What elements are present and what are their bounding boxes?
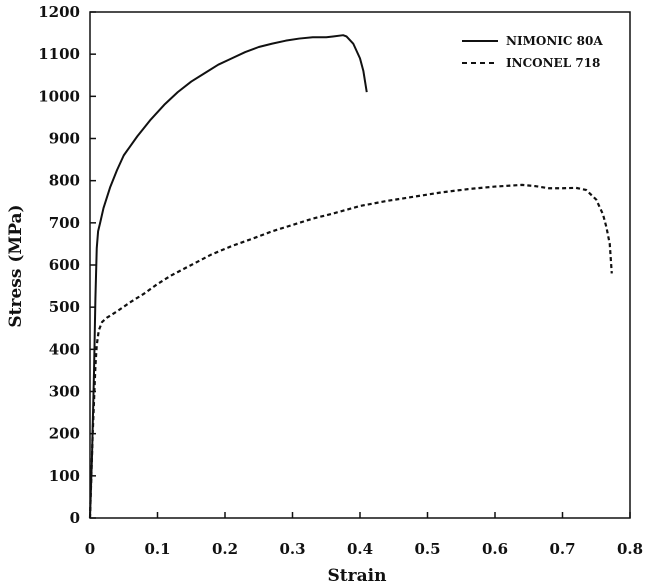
x-tick-label: 0.8 <box>617 540 643 558</box>
x-tick-label: 0.2 <box>212 540 238 558</box>
y-tick-label: 500 <box>49 298 80 316</box>
series-line-nimonic-80a <box>89 34 368 519</box>
y-tick-label: 400 <box>49 340 80 358</box>
x-axis-title: Strain <box>328 566 387 586</box>
x-tick-label: 0.5 <box>414 540 440 558</box>
x-tick-label: 0 <box>85 540 95 558</box>
legend: NIMONIC 80A INCONEL 718 <box>462 34 603 70</box>
x-tick-label: 0.6 <box>482 540 508 558</box>
y-tick-label: 800 <box>49 172 80 190</box>
y-tick-label: 1000 <box>38 87 80 105</box>
series-layer <box>88 34 613 519</box>
plot-frame <box>89 11 631 519</box>
y-tick-label: 1200 <box>38 3 80 21</box>
y-tick-label: 900 <box>49 130 80 148</box>
x-tick-label: 0.1 <box>144 540 170 558</box>
y-tick-label: 0 <box>70 509 80 527</box>
series-line-inconel-718 <box>88 183 613 519</box>
y-tick-label: 700 <box>49 214 80 232</box>
x-tick-label: 0.7 <box>549 540 575 558</box>
y-axis-ticks: 0 100 200 300 400 500 600 700 800 900 1000 1100 1200 <box>38 3 96 527</box>
y-tick-label: 100 <box>49 467 80 485</box>
x-tick-label: 0.4 <box>347 540 373 558</box>
legend-label-nimonic-80a: NIMONIC 80A <box>506 34 603 48</box>
y-tick-label: 600 <box>49 256 80 274</box>
y-tick-label: 1100 <box>38 45 80 63</box>
legend-label-inconel-718: INCONEL 718 <box>506 56 600 70</box>
x-axis-ticks: 0 0.1 0.2 0.3 0.4 0.5 0.6 0.7 0.8 <box>85 512 643 558</box>
y-tick-label: 300 <box>49 383 80 401</box>
y-tick-label: 200 <box>49 425 80 443</box>
x-tick-label: 0.3 <box>279 540 305 558</box>
y-axis-title: Stress (MPa) <box>6 204 26 327</box>
plot-border <box>89 11 631 519</box>
